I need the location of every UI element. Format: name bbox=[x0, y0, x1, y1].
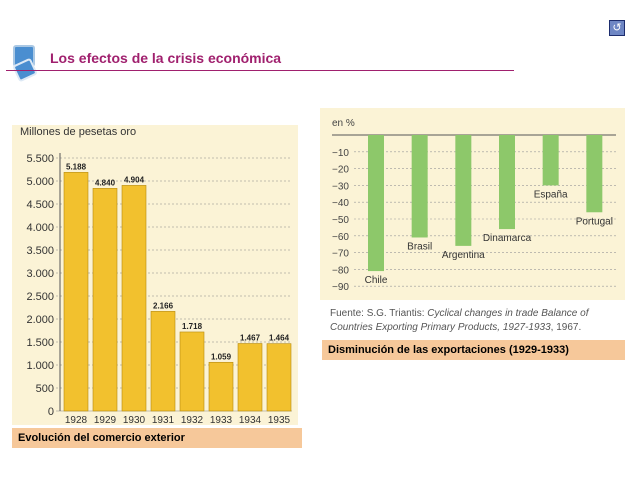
bar-Argentina bbox=[455, 135, 472, 246]
data-label: 5.188 bbox=[66, 162, 87, 171]
y-tick-label: −60 bbox=[332, 232, 349, 243]
x-tick-label: 1934 bbox=[239, 415, 262, 425]
bar-1930 bbox=[121, 185, 147, 412]
slide-logo-icon bbox=[13, 45, 37, 82]
y-tick-label: 1.500 bbox=[26, 337, 54, 349]
y-tick-label: −30 bbox=[332, 181, 349, 192]
data-label: 1.464 bbox=[269, 334, 290, 343]
y-tick-label: −80 bbox=[332, 265, 349, 276]
y-tick-label: 5.500 bbox=[26, 153, 54, 165]
trade-chart: Millones de pesetas oro 0 500 1.000 1.500 2.0… bbox=[20, 126, 292, 426]
x-tick-label: 1931 bbox=[152, 415, 175, 425]
bar-1928 bbox=[63, 172, 89, 412]
source-note: Fuente: S.G. Triantis: Cyclical changes … bbox=[330, 308, 589, 333]
y-tick-label: 1.000 bbox=[26, 360, 54, 372]
x-tick-label: 1933 bbox=[210, 415, 233, 425]
bar-1932 bbox=[179, 331, 205, 412]
y-tick-label: −50 bbox=[332, 215, 349, 226]
data-label: 1.718 bbox=[182, 322, 203, 331]
bar-1933 bbox=[208, 361, 234, 412]
trade-chart-panel: Millones de pesetas oro 0 500 1.000 1.500 2.0… bbox=[12, 125, 298, 426]
y-tick-label: 500 bbox=[36, 383, 54, 395]
y-tick-label: 5.000 bbox=[26, 176, 54, 188]
y-tick-label: −40 bbox=[332, 198, 349, 209]
title-divider bbox=[6, 70, 514, 71]
y-tick-label: 0 bbox=[48, 406, 54, 418]
bar-Brasil bbox=[411, 135, 428, 238]
x-category-label: Chile bbox=[365, 275, 388, 286]
y-tick-label: 3.000 bbox=[26, 268, 54, 280]
x-tick-label: 1932 bbox=[181, 415, 204, 425]
bar-1935 bbox=[266, 343, 292, 412]
x-category-label: Portugal bbox=[576, 216, 613, 227]
y-tick-label: 4.500 bbox=[26, 199, 54, 211]
bar-1934 bbox=[237, 343, 263, 412]
bar-1931 bbox=[150, 311, 176, 412]
y-axis-label: Millones de pesetas oro bbox=[20, 126, 136, 138]
y-tick-label: −70 bbox=[332, 249, 349, 260]
y-axis-label: en % bbox=[332, 118, 355, 129]
data-label: 4.840 bbox=[95, 178, 116, 187]
x-category-label: España bbox=[534, 189, 568, 200]
return-arrow-icon: ↺ bbox=[612, 22, 622, 34]
trade-chart-caption: Evolución del comercio exterior bbox=[12, 428, 302, 448]
page-title: Los efectos de la crisis económica bbox=[50, 50, 282, 66]
data-label: 1.059 bbox=[211, 352, 232, 361]
x-category-label: Brasil bbox=[407, 241, 432, 252]
data-label: 2.166 bbox=[153, 301, 174, 310]
y-tick-label: −10 bbox=[332, 148, 349, 159]
y-tick-label: 2.000 bbox=[26, 314, 54, 326]
y-tick-label: 2.500 bbox=[26, 291, 54, 303]
bar-Chile bbox=[368, 135, 384, 272]
x-tick-label: 1929 bbox=[94, 415, 117, 425]
y-tick-label: 4.000 bbox=[26, 222, 54, 234]
bar-Portugal bbox=[586, 135, 603, 213]
y-tick-label: −90 bbox=[332, 282, 349, 293]
bar-1929 bbox=[92, 188, 118, 412]
bar-Dinamarca bbox=[499, 135, 515, 230]
y-tick-label: 3.500 bbox=[26, 245, 54, 257]
exports-chart-panel: en % −10 −20 −30 −40 −50 −60 −70 −80 −90 Chile Bras… bbox=[320, 108, 625, 300]
exports-chart: en % −10 −20 −30 −40 −50 −60 −70 −80 −90 Chile Bras… bbox=[332, 118, 616, 293]
exports-chart-caption: Disminución de las exportaciones (1929-1… bbox=[322, 340, 625, 360]
x-category-label: Dinamarca bbox=[483, 233, 532, 244]
data-label: 4.904 bbox=[124, 175, 145, 184]
bar-España bbox=[542, 135, 559, 186]
x-tick-label: 1935 bbox=[268, 415, 291, 425]
y-tick-label: −20 bbox=[332, 165, 349, 176]
x-tick-label: 1930 bbox=[123, 415, 146, 425]
x-tick-label: 1928 bbox=[65, 415, 88, 425]
back-button[interactable]: ↺ bbox=[609, 20, 625, 36]
x-category-label: Argentina bbox=[442, 250, 485, 261]
data-label: 1.467 bbox=[240, 334, 261, 343]
